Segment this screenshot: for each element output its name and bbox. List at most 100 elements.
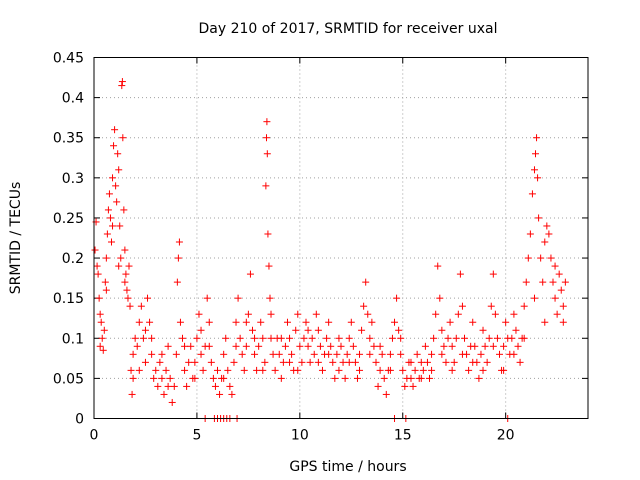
data-point: [246, 270, 254, 278]
data-point: [413, 350, 421, 358]
data-point: [399, 366, 407, 374]
y-tick-label: 0.3: [62, 171, 84, 187]
data-point: [456, 270, 464, 278]
data-point: [500, 342, 508, 350]
data-point: [187, 342, 195, 350]
data-point: [514, 342, 522, 350]
data-point: [491, 310, 499, 318]
data-point: [483, 358, 491, 366]
data-point: [366, 350, 374, 358]
data-point: [520, 334, 528, 342]
data-point: [458, 302, 466, 310]
data-point: [107, 238, 115, 246]
data-point: [368, 318, 376, 326]
data-point: [335, 366, 343, 374]
data-point: [543, 222, 551, 230]
data-point: [440, 342, 448, 350]
data-point: [286, 358, 294, 366]
data-point: [341, 374, 349, 382]
data-point: [101, 278, 109, 286]
data-point: [181, 366, 189, 374]
data-point: [286, 334, 294, 342]
data-point: [166, 374, 174, 382]
data-point: [121, 246, 129, 254]
data-point: [388, 334, 396, 342]
data-point: [372, 358, 380, 366]
data-point: [386, 350, 394, 358]
data-point: [479, 366, 487, 374]
data-point: [353, 374, 361, 382]
data-point: [97, 318, 105, 326]
data-point: [391, 318, 399, 326]
data-point: [557, 286, 565, 294]
data-point: [94, 270, 102, 278]
data-point: [393, 294, 401, 302]
data-point: [121, 278, 129, 286]
data-point: [191, 374, 199, 382]
data-point: [120, 206, 128, 214]
data-point: [510, 310, 518, 318]
data-point: [102, 286, 110, 294]
data-point: [428, 366, 436, 374]
data-point: [216, 390, 224, 398]
data-point: [288, 350, 296, 358]
data-point: [263, 118, 271, 126]
data-point: [263, 150, 271, 158]
data-point: [228, 390, 236, 398]
data-point: [395, 326, 403, 334]
data-point: [118, 82, 126, 90]
data-point: [115, 262, 123, 270]
data-point: [253, 366, 261, 374]
data-point: [407, 374, 415, 382]
data-point: [533, 134, 541, 142]
data-point: [417, 374, 425, 382]
data-point: [183, 382, 191, 390]
data-point: [522, 278, 530, 286]
data-point: [417, 358, 425, 366]
data-point: [96, 342, 104, 350]
data-point: [469, 358, 477, 366]
data-point: [419, 366, 427, 374]
data-point: [122, 270, 130, 278]
data-point: [302, 318, 310, 326]
data-point: [386, 366, 394, 374]
data-point: [382, 390, 390, 398]
data-point: [129, 350, 137, 358]
data-point: [146, 318, 154, 326]
data-point: [93, 262, 101, 270]
data-point: [265, 262, 273, 270]
data-point: [203, 294, 211, 302]
data-point: [131, 334, 139, 342]
data-point: [465, 366, 473, 374]
data-point: [244, 310, 252, 318]
data-point: [551, 262, 559, 270]
data-point: [209, 374, 217, 382]
data-point: [114, 150, 122, 158]
data-point: [532, 150, 540, 158]
data-point: [397, 334, 405, 342]
data-point: [96, 310, 104, 318]
data-point: [257, 318, 265, 326]
data-point: [214, 366, 221, 374]
data-point: [242, 342, 250, 350]
data-point: [331, 374, 339, 382]
data-point: [438, 326, 446, 334]
data-point: [358, 326, 366, 334]
data-point: [175, 238, 183, 246]
data-point: [275, 350, 283, 358]
data-point: [335, 334, 343, 342]
data-point: [172, 350, 180, 358]
data-point: [150, 374, 158, 382]
data-point: [185, 358, 193, 366]
data-point: [325, 318, 333, 326]
data-point: [294, 310, 302, 318]
data-point: [292, 326, 300, 334]
data-point: [526, 230, 534, 238]
data-point: [162, 366, 170, 374]
x-tick-label: 0: [90, 428, 99, 444]
data-point: [356, 350, 364, 358]
data-point: [281, 342, 289, 350]
data-point: [378, 350, 386, 358]
data-point: [559, 318, 567, 326]
data-point: [164, 342, 172, 350]
